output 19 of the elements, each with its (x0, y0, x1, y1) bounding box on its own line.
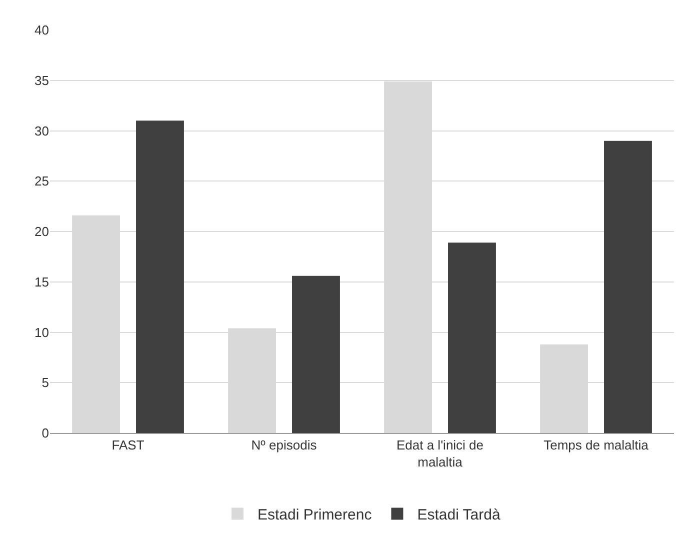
bar (136, 120, 184, 433)
y-tick-label: 15 (34, 274, 49, 290)
bar (292, 276, 340, 433)
legend-label: Estadi Primerenc (258, 506, 372, 524)
x-tick-label: FAST (112, 438, 144, 453)
x-tick-label: Temps de malaltia (544, 438, 650, 453)
y-tick-label: 0 (42, 426, 49, 441)
y-tick-label: 35 (34, 72, 49, 88)
x-tick-label: Nº episodis (251, 438, 318, 453)
bar (604, 140, 652, 433)
y-tick-label: 10 (34, 324, 49, 340)
y-tick-label: 40 (34, 22, 49, 38)
legend-label: Estadi Tardà (417, 506, 501, 524)
y-tick-label: 25 (34, 174, 49, 189)
y-tick-label: 5 (42, 375, 49, 390)
y-tick-label: 30 (34, 123, 49, 138)
y-tick-label: 20 (34, 224, 49, 240)
bar (448, 242, 496, 433)
x-tick-label: Edat a l'inici de malaltia (396, 438, 484, 470)
